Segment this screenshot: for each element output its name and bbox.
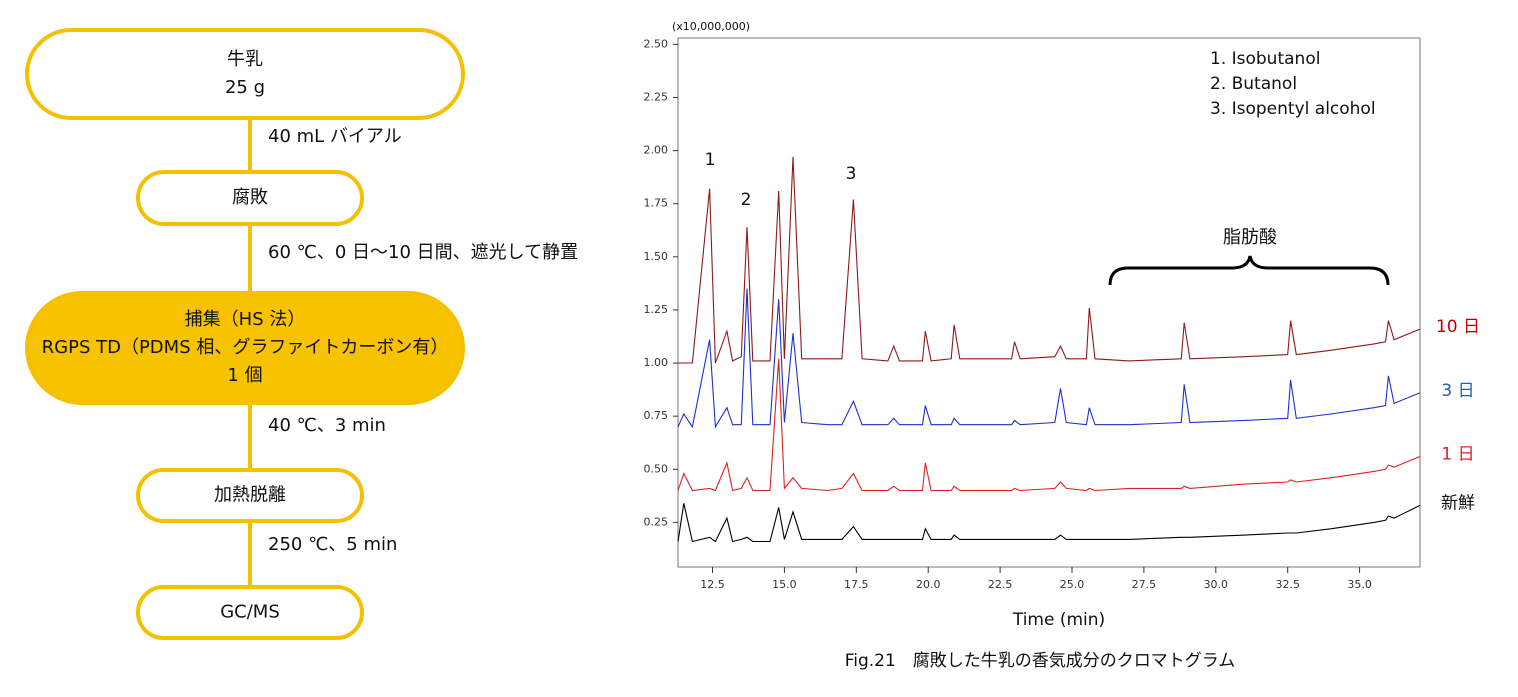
x-tick-label: 22.5 bbox=[988, 578, 1013, 591]
y-tick-label: 0.25 bbox=[644, 515, 669, 528]
peak-label: 2 bbox=[741, 190, 752, 210]
y-tick-label: 1.00 bbox=[644, 356, 669, 369]
plot-frame bbox=[677, 37, 1421, 568]
y-tick-label: 1.25 bbox=[644, 303, 669, 316]
x-tick-label: 35.0 bbox=[1347, 578, 1372, 591]
peak-label: 3 bbox=[846, 164, 857, 184]
flow-edge-label: 60 ℃、0 日～10 日間、遮光して静置 bbox=[268, 242, 578, 263]
flow-node-text: 牛乳 bbox=[227, 49, 263, 70]
trace bbox=[677, 503, 1421, 543]
x-tick-label: 30.0 bbox=[1204, 578, 1229, 591]
flow-edge-label: 40 mL バイアル bbox=[268, 126, 402, 147]
y-tick-label: 2.00 bbox=[644, 144, 669, 157]
flow-node-text: RGPS TD（PDMS 相、グラファイトカーボン有） bbox=[42, 337, 449, 358]
flow-node-text: GC/MS bbox=[220, 602, 280, 623]
trace bbox=[678, 156, 1421, 364]
x-tick-label: 20.0 bbox=[916, 578, 941, 591]
trace bbox=[677, 358, 1421, 492]
y-tick-label: 2.25 bbox=[644, 90, 669, 103]
flow-edge-label: 40 ℃、3 min bbox=[268, 415, 386, 436]
series-label: 3 日 bbox=[1441, 381, 1474, 401]
y-tick-label: 2.50 bbox=[644, 37, 669, 50]
flow-edge-label: 250 ℃、5 min bbox=[268, 534, 397, 555]
legend-text: 1. Isobutanol bbox=[1210, 49, 1320, 69]
series-label: 10 日 bbox=[1436, 317, 1480, 337]
bracket bbox=[1108, 255, 1390, 286]
flow-node bbox=[25, 291, 465, 405]
legend-text: 3. Isopentyl alcohol bbox=[1210, 99, 1376, 119]
y-tick-label: 1.75 bbox=[644, 197, 669, 210]
flow-node-text: 1 個 bbox=[227, 365, 262, 386]
x-tick-label: 12.5 bbox=[700, 578, 725, 591]
flow-node bbox=[136, 170, 364, 226]
y-tick-label: 0.75 bbox=[644, 409, 669, 422]
bracket-label: 脂肪酸 bbox=[1223, 227, 1277, 248]
trace bbox=[677, 288, 1421, 429]
x-axis-label: Time (min) bbox=[1012, 610, 1105, 630]
flow-node bbox=[136, 585, 364, 640]
flow-node bbox=[136, 468, 364, 523]
flow-node-text: 腐敗 bbox=[232, 187, 268, 208]
x-tick-label: 27.5 bbox=[1132, 578, 1157, 591]
flow-node-text: 捕集（HS 法） bbox=[185, 309, 306, 330]
peak-label: 1 bbox=[705, 150, 716, 170]
flow-node bbox=[25, 28, 465, 120]
y-tick-label: 1.50 bbox=[644, 250, 669, 263]
x-tick-label: 32.5 bbox=[1275, 578, 1300, 591]
flow-node-text: 加熱脱離 bbox=[214, 485, 286, 506]
y-tick-label: 0.50 bbox=[644, 462, 669, 475]
x-tick-label: 15.0 bbox=[772, 578, 797, 591]
caption: Fig.21 腐敗した牛乳の香気成分のクロマトグラム bbox=[845, 651, 1236, 671]
y-multiplier: (x10,000,000) bbox=[672, 20, 750, 33]
flow-node-text: 25 g bbox=[225, 77, 265, 98]
series-label: 1 日 bbox=[1441, 445, 1474, 465]
legend-text: 2. Butanol bbox=[1210, 74, 1297, 94]
series-label: 新鮮 bbox=[1441, 493, 1475, 513]
x-tick-label: 25.0 bbox=[1060, 578, 1085, 591]
x-tick-label: 17.5 bbox=[844, 578, 869, 591]
